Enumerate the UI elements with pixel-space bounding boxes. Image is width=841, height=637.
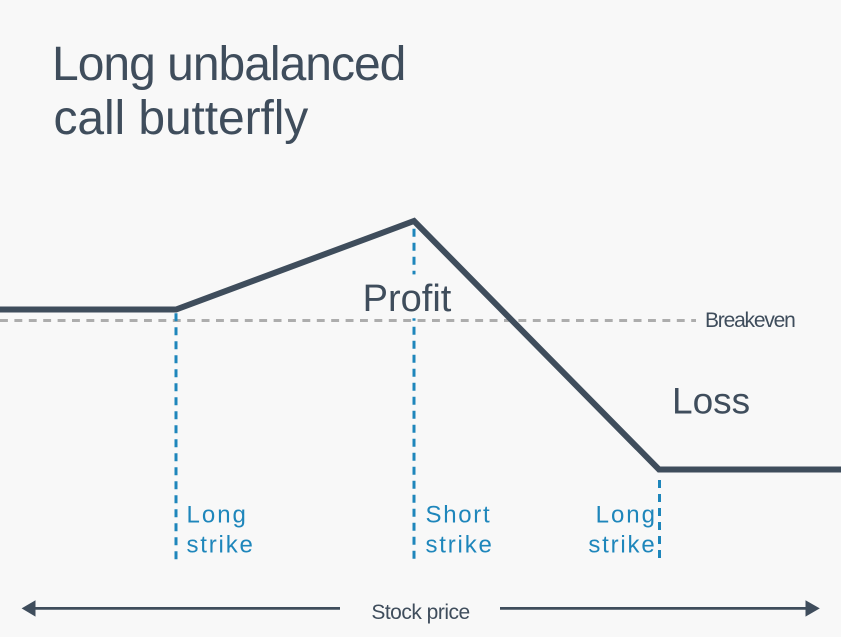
- svg-text:Breakeven: Breakeven: [705, 309, 795, 332]
- svg-text:Long: Long: [187, 502, 248, 529]
- svg-text:Loss: Loss: [672, 381, 750, 422]
- svg-text:Long unbalanced: Long unbalanced: [52, 38, 405, 91]
- svg-text:Short: Short: [426, 502, 492, 529]
- svg-text:Long: Long: [596, 502, 657, 529]
- svg-text:call butterfly: call butterfly: [54, 92, 309, 145]
- svg-text:strike: strike: [426, 532, 494, 559]
- svg-text:Stock price: Stock price: [371, 601, 469, 624]
- svg-text:Profit: Profit: [363, 278, 452, 320]
- svg-text:strike: strike: [187, 532, 255, 559]
- svg-text:strike: strike: [588, 532, 656, 559]
